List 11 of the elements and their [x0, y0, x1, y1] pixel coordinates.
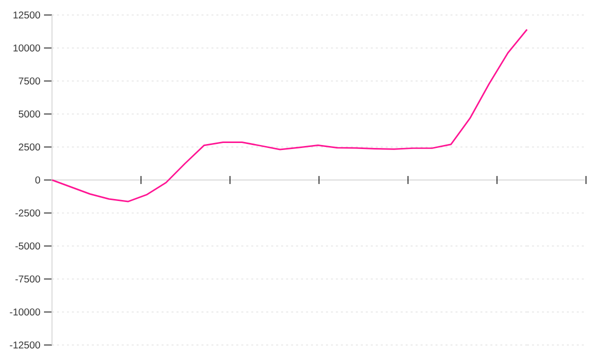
y-tick-label: 0	[35, 176, 40, 184]
y-tick-label: 12500	[14, 11, 40, 19]
y-tick-label: 2500	[18, 143, 40, 151]
y-tick-label: -5000	[15, 242, 40, 250]
y-tick-label: -12500	[10, 341, 40, 349]
y-tick-label: -10000	[10, 308, 40, 316]
y-tick-label: -2500	[15, 209, 40, 217]
y-tick-label: 10000	[14, 44, 40, 52]
y-tick-label: 5000	[18, 110, 40, 118]
y-tick-label: -7500	[15, 275, 40, 283]
y-tick-label: 7500	[18, 77, 40, 85]
